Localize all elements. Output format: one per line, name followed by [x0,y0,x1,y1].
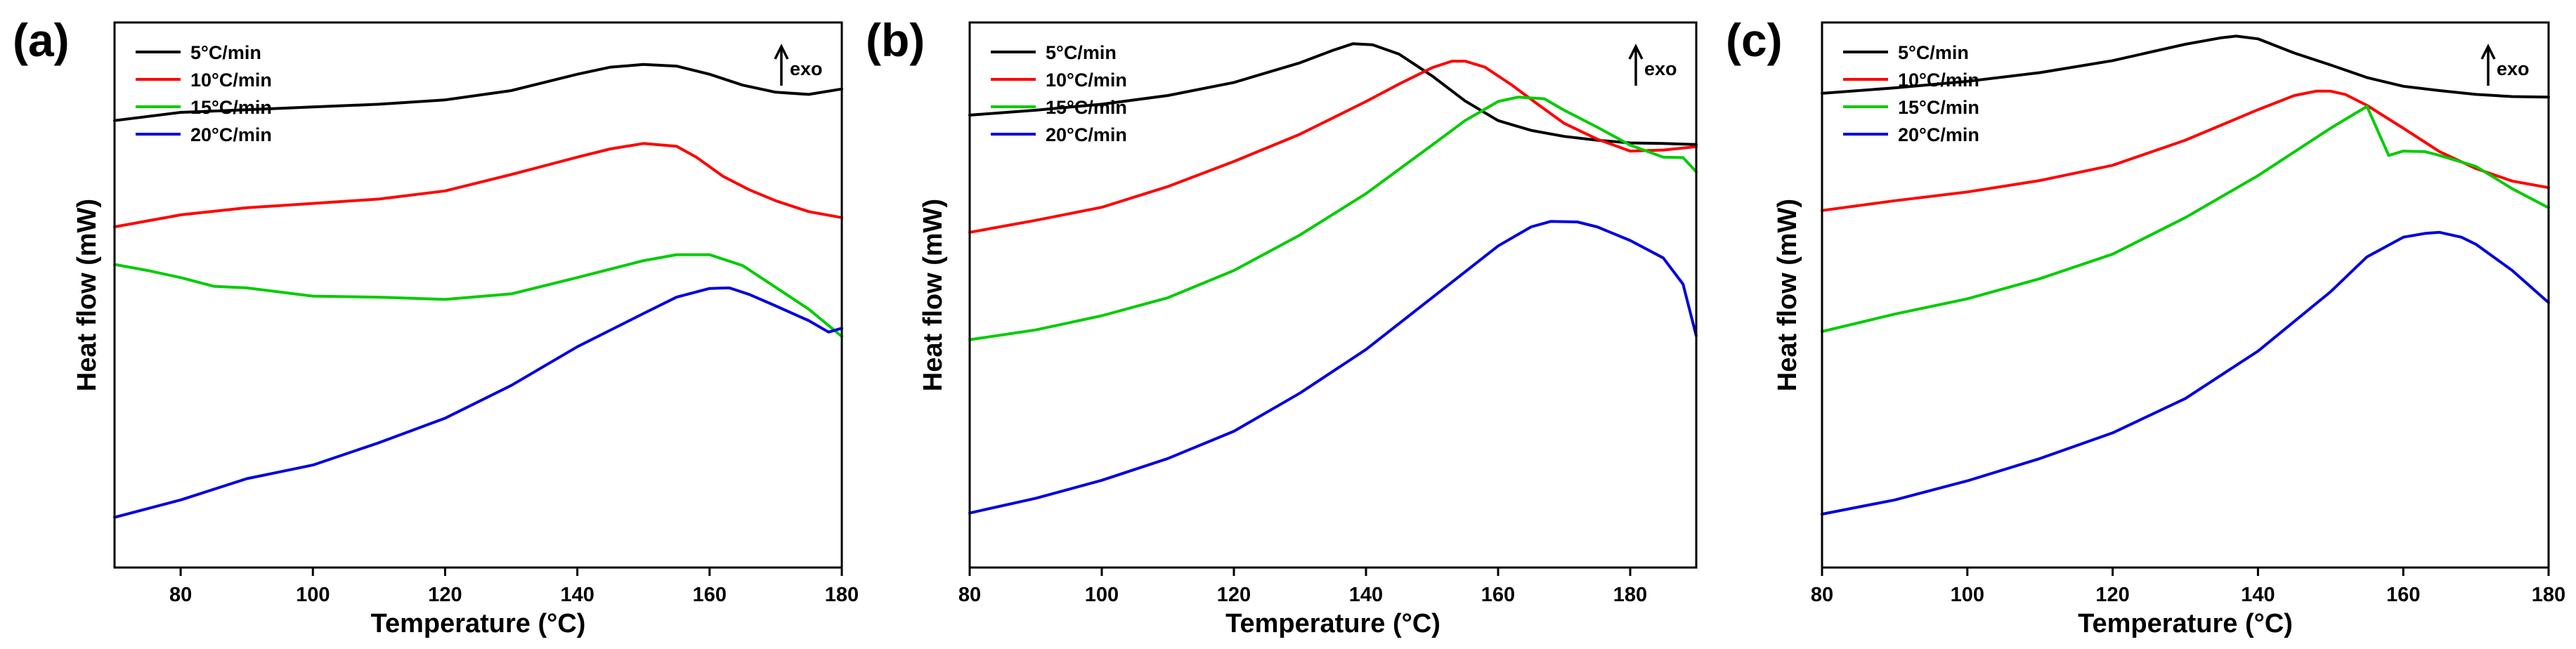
series-line-1 [113,63,843,122]
legend-label-1: 5°C/min [190,42,261,63]
legend-label-2: 10°C/min [190,70,272,91]
y-axis-title: Heat flow (mW) [1773,199,1802,391]
y-axis-title: Heat flow (mW) [918,199,948,391]
legend-label-4: 20°C/min [190,124,272,145]
legend-label-3: 15°C/min [1046,97,1127,118]
chart-panel-c: (c) 80 100 120 140 160 180 Temperature (°C) Heat… [1726,14,2565,638]
x-tick-label: 140 [2241,584,2275,606]
x-tick-label: 140 [560,584,594,606]
legend-label-1: 5°C/min [1898,42,1969,63]
x-axis-title: Temperature (°C) [2078,609,2293,638]
y-axis-title: Heat flow (mW) [72,199,102,391]
exo-arrow-head-icon [1628,44,1644,60]
x-tick-label: 80 [169,584,192,606]
panel-label: (c) [1726,14,1783,66]
exo-arrow-head-icon [2480,44,2496,60]
x-tick-label: 80 [1811,584,1833,606]
x-tick-label: 180 [825,584,859,606]
x-tick-label: 80 [958,584,981,606]
x-tick-label: 160 [693,584,727,606]
series-line-4 [1821,230,2550,516]
series-line-4 [968,220,1698,515]
series-line-2 [1821,89,2550,212]
series-line-2 [113,142,843,228]
legend-label-1: 5°C/min [1046,42,1117,63]
exo-label: exo [1644,58,1677,79]
legend-label-4: 20°C/min [1046,124,1127,145]
exo-label: exo [790,58,823,79]
x-tick-label: 100 [1951,584,1984,606]
series-line-3 [113,253,843,338]
x-tick-label: 140 [1349,584,1383,606]
exo-arrow-head-icon [774,44,789,60]
x-tick-label: 180 [2532,584,2565,606]
legend-label-3: 15°C/min [190,97,272,118]
legend-label-2: 10°C/min [1046,70,1127,91]
plot-frame [1821,21,2550,569]
x-tick-label: 160 [2386,584,2420,606]
series-line-3 [968,96,1698,341]
panel-label: (b) [866,14,925,66]
x-axis-title: Temperature (°C) [371,609,586,638]
chart-panel-a: (a) 80 100 120 140 160 180 Temperature (°C) Heat… [13,14,859,638]
series-line-4 [113,286,843,519]
chart-panel-b: (b) 80 100 120 140 160 180 Temperature (°C) Heat… [866,14,1698,638]
plot-frame [968,21,1698,569]
legend-label-3: 15°C/min [1898,97,1979,118]
x-tick-label: 120 [428,584,462,606]
x-tick-label: 100 [1085,584,1119,606]
series-line-2 [968,60,1698,234]
x-tick-label: 120 [1217,584,1251,606]
series-line-3 [1821,105,2550,333]
exo-label: exo [2497,58,2530,79]
plot-frame [113,21,843,569]
x-axis-title: Temperature (°C) [1225,609,1440,638]
x-tick-label: 120 [2095,584,2129,606]
legend-label-2: 10°C/min [1898,70,1979,91]
legend-label-4: 20°C/min [1898,124,1979,145]
x-tick-label: 100 [296,584,330,606]
x-tick-label: 180 [1613,584,1647,606]
x-tick-label: 160 [1481,584,1515,606]
series-line-1 [1821,34,2550,99]
panel-label: (a) [13,14,70,66]
